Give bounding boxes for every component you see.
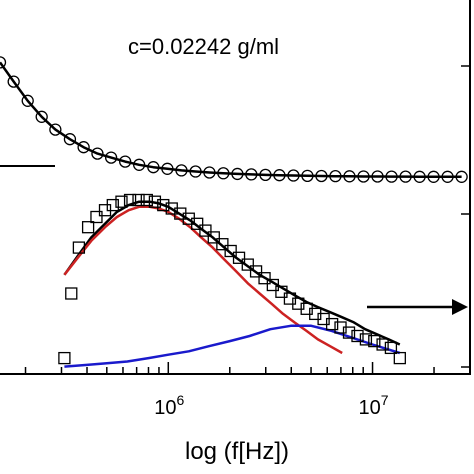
upper-data-point bbox=[132, 158, 146, 171]
lower-data-point bbox=[325, 317, 339, 331]
arrow-head bbox=[452, 299, 468, 315]
lower-data-point bbox=[393, 351, 406, 365]
lower-data-point bbox=[342, 326, 356, 339]
upper-data-point bbox=[189, 165, 202, 178]
lower-data-point bbox=[199, 224, 212, 237]
upper-data-point bbox=[119, 155, 132, 168]
plot-frame bbox=[0, 0, 471, 375]
upper-data-point bbox=[455, 170, 468, 183]
upper-data-point bbox=[273, 169, 286, 182]
upper-data-point bbox=[441, 170, 454, 183]
upper-data-point bbox=[245, 168, 258, 181]
upper-series-line bbox=[0, 61, 462, 179]
upper-data-point bbox=[301, 169, 314, 182]
x-axis-label: log (f[Hz]) bbox=[184, 438, 289, 465]
lower-data-point bbox=[65, 287, 78, 300]
upper-data-point bbox=[35, 110, 48, 123]
upper-data-point bbox=[329, 170, 342, 183]
upper-data-point bbox=[147, 161, 160, 174]
upper-data-point bbox=[21, 94, 34, 107]
upper-data-point bbox=[259, 168, 272, 182]
lower-data-point bbox=[157, 198, 170, 212]
lower-data-point bbox=[266, 278, 279, 292]
lower-data-point bbox=[241, 258, 254, 271]
upper-data-point bbox=[7, 75, 20, 88]
upper-data-point bbox=[231, 167, 244, 181]
upper-panel bbox=[0, 56, 468, 183]
lower-series-line bbox=[64, 324, 401, 368]
upper-data-point bbox=[371, 170, 384, 183]
lower-data-point bbox=[106, 198, 119, 212]
lower-data-point bbox=[376, 338, 389, 351]
upper-data-point bbox=[203, 166, 216, 179]
plot-border bbox=[0, 0, 471, 375]
lower-data-point bbox=[115, 195, 128, 208]
decorations bbox=[0, 65, 470, 368]
x-tick-label: 107 bbox=[359, 392, 389, 419]
upper-data-point bbox=[399, 170, 412, 183]
lower-data-point bbox=[90, 210, 103, 224]
lower-data-point bbox=[123, 193, 137, 207]
lower-panel bbox=[58, 193, 406, 368]
lower-data-point bbox=[207, 231, 220, 244]
upper-data-point bbox=[91, 147, 104, 160]
upper-data-point bbox=[49, 123, 62, 136]
lower-data-point bbox=[216, 238, 229, 251]
lower-data-point bbox=[249, 265, 263, 278]
upper-data-point bbox=[413, 170, 426, 183]
lower-data-point bbox=[232, 251, 246, 264]
lower-data-point bbox=[359, 333, 373, 346]
upper-data-point bbox=[287, 169, 300, 182]
upper-data-point bbox=[385, 170, 398, 183]
upper-data-point bbox=[315, 169, 328, 183]
upper-data-point bbox=[104, 151, 118, 164]
lower-series-line bbox=[63, 200, 401, 346]
concentration-annotation: c=0.02242 g/ml bbox=[128, 34, 280, 59]
lower-data-point bbox=[368, 334, 381, 348]
upper-data-point bbox=[161, 162, 174, 175]
lower-data-point bbox=[140, 193, 153, 207]
lower-data-point bbox=[72, 241, 86, 254]
upper-data-point bbox=[0, 56, 7, 69]
x-axis-ticks: 106 107 bbox=[24, 362, 471, 419]
upper-data-point bbox=[175, 164, 188, 177]
lower-data-point bbox=[384, 341, 398, 355]
lower-data-point bbox=[275, 285, 288, 298]
upper-data-point bbox=[427, 170, 440, 183]
lower-series-line bbox=[63, 205, 343, 355]
lower-data-point bbox=[258, 272, 271, 285]
lower-data-point bbox=[58, 351, 71, 365]
upper-data-point bbox=[357, 170, 370, 183]
upper-data-point bbox=[217, 167, 230, 180]
lower-data-point bbox=[132, 193, 145, 207]
lower-data-point bbox=[224, 244, 237, 258]
lower-data-point bbox=[191, 217, 204, 230]
upper-data-point bbox=[63, 133, 77, 146]
lower-data-point bbox=[351, 329, 364, 343]
lower-data-point bbox=[148, 195, 162, 208]
upper-data-point bbox=[77, 141, 90, 154]
lower-data-point bbox=[81, 221, 95, 234]
upper-data-point bbox=[343, 170, 356, 183]
x-tick-label: 106 bbox=[154, 392, 184, 419]
